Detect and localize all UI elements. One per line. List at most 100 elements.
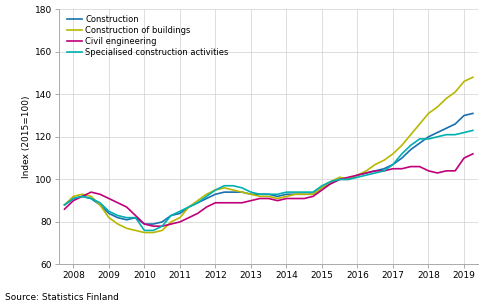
Civil engineering bbox=[363, 171, 369, 175]
Construction bbox=[310, 192, 316, 196]
Construction bbox=[470, 112, 476, 115]
Specialised construction activities bbox=[443, 133, 449, 136]
Specialised construction activities bbox=[301, 190, 307, 194]
Construction bbox=[399, 156, 405, 160]
Construction bbox=[354, 173, 360, 177]
Civil engineering bbox=[115, 201, 121, 205]
Construction of buildings bbox=[88, 195, 94, 198]
Construction of buildings bbox=[417, 122, 423, 126]
Construction of buildings bbox=[328, 180, 334, 183]
Specialised construction activities bbox=[310, 190, 316, 194]
Specialised construction activities bbox=[381, 169, 387, 173]
Construction of buildings bbox=[346, 178, 352, 181]
Construction bbox=[292, 192, 298, 196]
Specialised construction activities bbox=[337, 178, 343, 181]
Construction of buildings bbox=[470, 75, 476, 79]
Civil engineering bbox=[399, 167, 405, 171]
Civil engineering bbox=[221, 201, 227, 205]
Specialised construction activities bbox=[248, 190, 254, 194]
Civil engineering bbox=[275, 199, 281, 202]
Construction of buildings bbox=[141, 231, 147, 234]
Civil engineering bbox=[133, 214, 139, 217]
Line: Construction: Construction bbox=[65, 113, 473, 224]
Construction bbox=[319, 186, 325, 190]
Construction of buildings bbox=[408, 133, 414, 136]
Civil engineering bbox=[230, 201, 236, 205]
Civil engineering bbox=[452, 169, 458, 173]
Civil engineering bbox=[62, 207, 68, 211]
Construction bbox=[301, 192, 307, 196]
Construction of buildings bbox=[372, 163, 378, 166]
Specialised construction activities bbox=[470, 129, 476, 132]
Specialised construction activities bbox=[70, 197, 76, 200]
Civil engineering bbox=[79, 195, 85, 198]
Civil engineering bbox=[150, 224, 156, 228]
Specialised construction activities bbox=[133, 216, 139, 219]
Civil engineering bbox=[266, 197, 272, 200]
Civil engineering bbox=[310, 195, 316, 198]
Line: Construction of buildings: Construction of buildings bbox=[65, 77, 473, 233]
Construction of buildings bbox=[283, 195, 289, 198]
Specialised construction activities bbox=[88, 197, 94, 200]
Civil engineering bbox=[301, 197, 307, 200]
Construction of buildings bbox=[266, 195, 272, 198]
Construction of buildings bbox=[425, 112, 431, 115]
Construction bbox=[195, 201, 201, 205]
Civil engineering bbox=[417, 165, 423, 168]
Construction bbox=[346, 178, 352, 181]
Construction of buildings bbox=[70, 195, 76, 198]
Civil engineering bbox=[283, 197, 289, 200]
Construction of buildings bbox=[115, 222, 121, 226]
Construction bbox=[390, 163, 396, 166]
Construction bbox=[133, 216, 139, 219]
Specialised construction activities bbox=[106, 209, 112, 213]
Specialised construction activities bbox=[141, 229, 147, 232]
Construction of buildings bbox=[106, 216, 112, 219]
Construction bbox=[230, 190, 236, 194]
Civil engineering bbox=[204, 205, 210, 209]
Specialised construction activities bbox=[283, 190, 289, 194]
Civil engineering bbox=[177, 220, 183, 224]
Construction of buildings bbox=[79, 192, 85, 196]
Construction bbox=[88, 197, 94, 200]
Construction of buildings bbox=[399, 143, 405, 147]
Civil engineering bbox=[106, 197, 112, 200]
Construction bbox=[257, 192, 263, 196]
Civil engineering bbox=[425, 169, 431, 173]
Civil engineering bbox=[319, 188, 325, 192]
Civil engineering bbox=[70, 199, 76, 202]
Construction of buildings bbox=[319, 186, 325, 190]
Civil engineering bbox=[257, 197, 263, 200]
Specialised construction activities bbox=[292, 190, 298, 194]
Specialised construction activities bbox=[212, 188, 218, 192]
Construction of buildings bbox=[186, 205, 192, 209]
Construction of buildings bbox=[292, 192, 298, 196]
Construction of buildings bbox=[434, 105, 440, 109]
Construction bbox=[177, 212, 183, 215]
Specialised construction activities bbox=[319, 184, 325, 188]
Construction of buildings bbox=[443, 97, 449, 100]
Civil engineering bbox=[239, 201, 245, 205]
Specialised construction activities bbox=[97, 201, 103, 205]
Civil engineering bbox=[461, 156, 467, 160]
Line: Specialised construction activities: Specialised construction activities bbox=[65, 130, 473, 230]
Civil engineering bbox=[292, 197, 298, 200]
Construction of buildings bbox=[248, 192, 254, 196]
Construction bbox=[115, 216, 121, 219]
Civil engineering bbox=[372, 169, 378, 173]
Civil engineering bbox=[443, 169, 449, 173]
Specialised construction activities bbox=[425, 137, 431, 141]
Civil engineering bbox=[159, 224, 165, 228]
Construction of buildings bbox=[354, 173, 360, 177]
Construction of buildings bbox=[195, 199, 201, 202]
Construction bbox=[248, 192, 254, 196]
Construction of buildings bbox=[337, 175, 343, 179]
Specialised construction activities bbox=[177, 209, 183, 213]
Construction bbox=[275, 195, 281, 198]
Specialised construction activities bbox=[266, 192, 272, 196]
Civil engineering bbox=[124, 205, 130, 209]
Y-axis label: Index (2015=100): Index (2015=100) bbox=[22, 95, 31, 178]
Specialised construction activities bbox=[275, 192, 281, 196]
Specialised construction activities bbox=[150, 229, 156, 232]
Construction of buildings bbox=[381, 158, 387, 162]
